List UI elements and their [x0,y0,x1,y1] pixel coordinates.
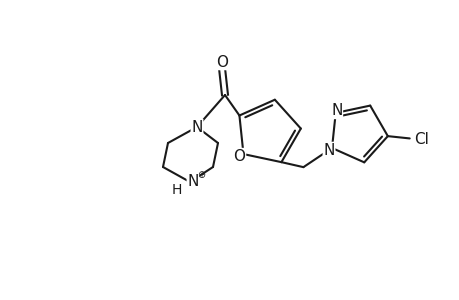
Text: N: N [323,142,334,158]
Text: O: O [216,55,228,70]
Text: ⊕: ⊕ [196,170,205,180]
Text: Cl: Cl [414,132,428,147]
Text: N: N [187,175,198,190]
Text: N: N [330,103,341,118]
Text: H: H [172,183,182,197]
Text: O: O [233,148,245,164]
Text: N: N [191,119,202,134]
